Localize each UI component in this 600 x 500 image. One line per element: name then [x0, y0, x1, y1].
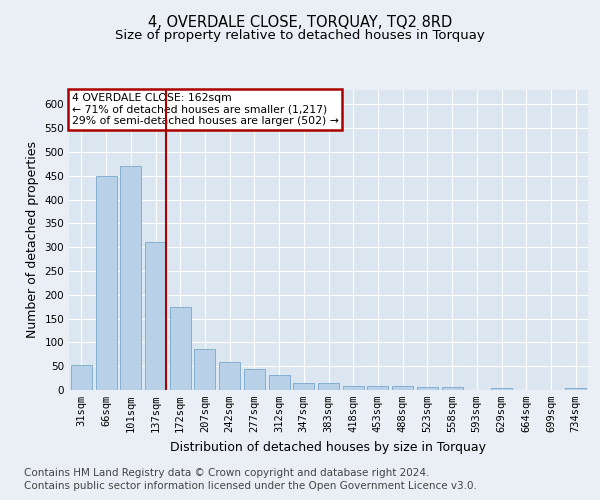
Text: Contains HM Land Registry data © Crown copyright and database right 2024.: Contains HM Land Registry data © Crown c… — [24, 468, 430, 477]
Bar — [367, 386, 388, 390]
Bar — [194, 348, 215, 390]
Bar — [565, 388, 586, 390]
Bar — [417, 387, 438, 390]
X-axis label: Distribution of detached houses by size in Torquay: Distribution of detached houses by size … — [170, 440, 487, 454]
Bar — [491, 388, 512, 390]
Bar — [120, 166, 141, 390]
Bar — [293, 384, 314, 390]
Text: Size of property relative to detached houses in Torquay: Size of property relative to detached ho… — [115, 30, 485, 43]
Bar — [442, 387, 463, 390]
Text: Contains public sector information licensed under the Open Government Licence v3: Contains public sector information licen… — [24, 481, 477, 491]
Bar — [343, 386, 364, 390]
Bar — [145, 242, 166, 390]
Text: 4, OVERDALE CLOSE, TORQUAY, TQ2 8RD: 4, OVERDALE CLOSE, TORQUAY, TQ2 8RD — [148, 15, 452, 30]
Bar — [95, 176, 116, 390]
Y-axis label: Number of detached properties: Number of detached properties — [26, 142, 39, 338]
Bar — [269, 375, 290, 390]
Bar — [170, 306, 191, 390]
Bar — [318, 384, 339, 390]
Text: 4 OVERDALE CLOSE: 162sqm
← 71% of detached houses are smaller (1,217)
29% of sem: 4 OVERDALE CLOSE: 162sqm ← 71% of detach… — [71, 93, 338, 126]
Bar — [71, 365, 92, 390]
Bar — [244, 369, 265, 390]
Bar — [392, 386, 413, 390]
Bar — [219, 362, 240, 390]
